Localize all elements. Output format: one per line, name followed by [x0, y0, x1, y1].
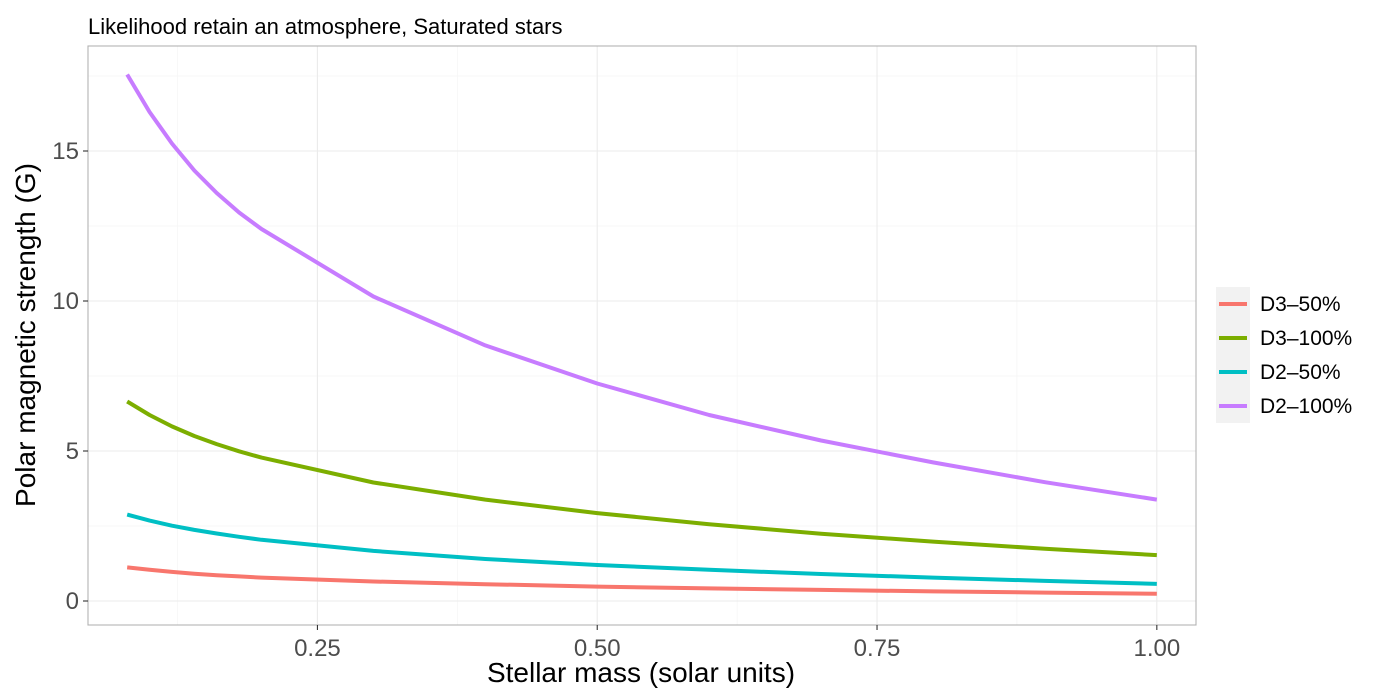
y-tick-label: 15 [52, 138, 79, 165]
x-axis: 0.25 0.50 0.75 1.00 [294, 625, 1180, 662]
series-line-2 [126, 512, 1157, 586]
x-tick-label: 0.25 [294, 635, 341, 662]
series-line-3 [125, 73, 1158, 502]
legend: D3–50% D3–100% D2–50% D2–100% [1216, 287, 1352, 423]
y-tick-label: 5 [66, 438, 79, 465]
series-line-0 [126, 565, 1157, 596]
x-tick-label: 0.50 [574, 635, 621, 662]
plot-panel [87, 45, 1197, 626]
legend-label: D2–50% [1260, 361, 1341, 384]
x-tick-label: 1.00 [1133, 635, 1180, 662]
panel-border [87, 45, 1197, 626]
y-tick-label: 0 [66, 588, 79, 615]
x-tick-label: 0.75 [854, 635, 901, 662]
x-axis-title: Stellar mass (solar units) [487, 657, 795, 688]
legend-label: D3–50% [1260, 293, 1341, 316]
legend-label: D2–100% [1260, 395, 1352, 418]
panel-background [88, 46, 1196, 625]
series-line-1 [126, 399, 1157, 558]
y-axis-title: Polar magnetic strength (G) [10, 163, 41, 507]
chart-title: Likelihood retain an atmosphere, Saturat… [88, 14, 563, 39]
legend-label: D3–100% [1260, 327, 1352, 350]
y-axis: 0 5 10 15 [52, 138, 88, 615]
y-tick-label: 10 [52, 288, 79, 315]
